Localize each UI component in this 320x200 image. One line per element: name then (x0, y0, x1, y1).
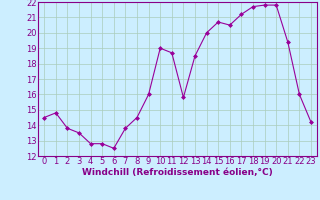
X-axis label: Windchill (Refroidissement éolien,°C): Windchill (Refroidissement éolien,°C) (82, 168, 273, 177)
